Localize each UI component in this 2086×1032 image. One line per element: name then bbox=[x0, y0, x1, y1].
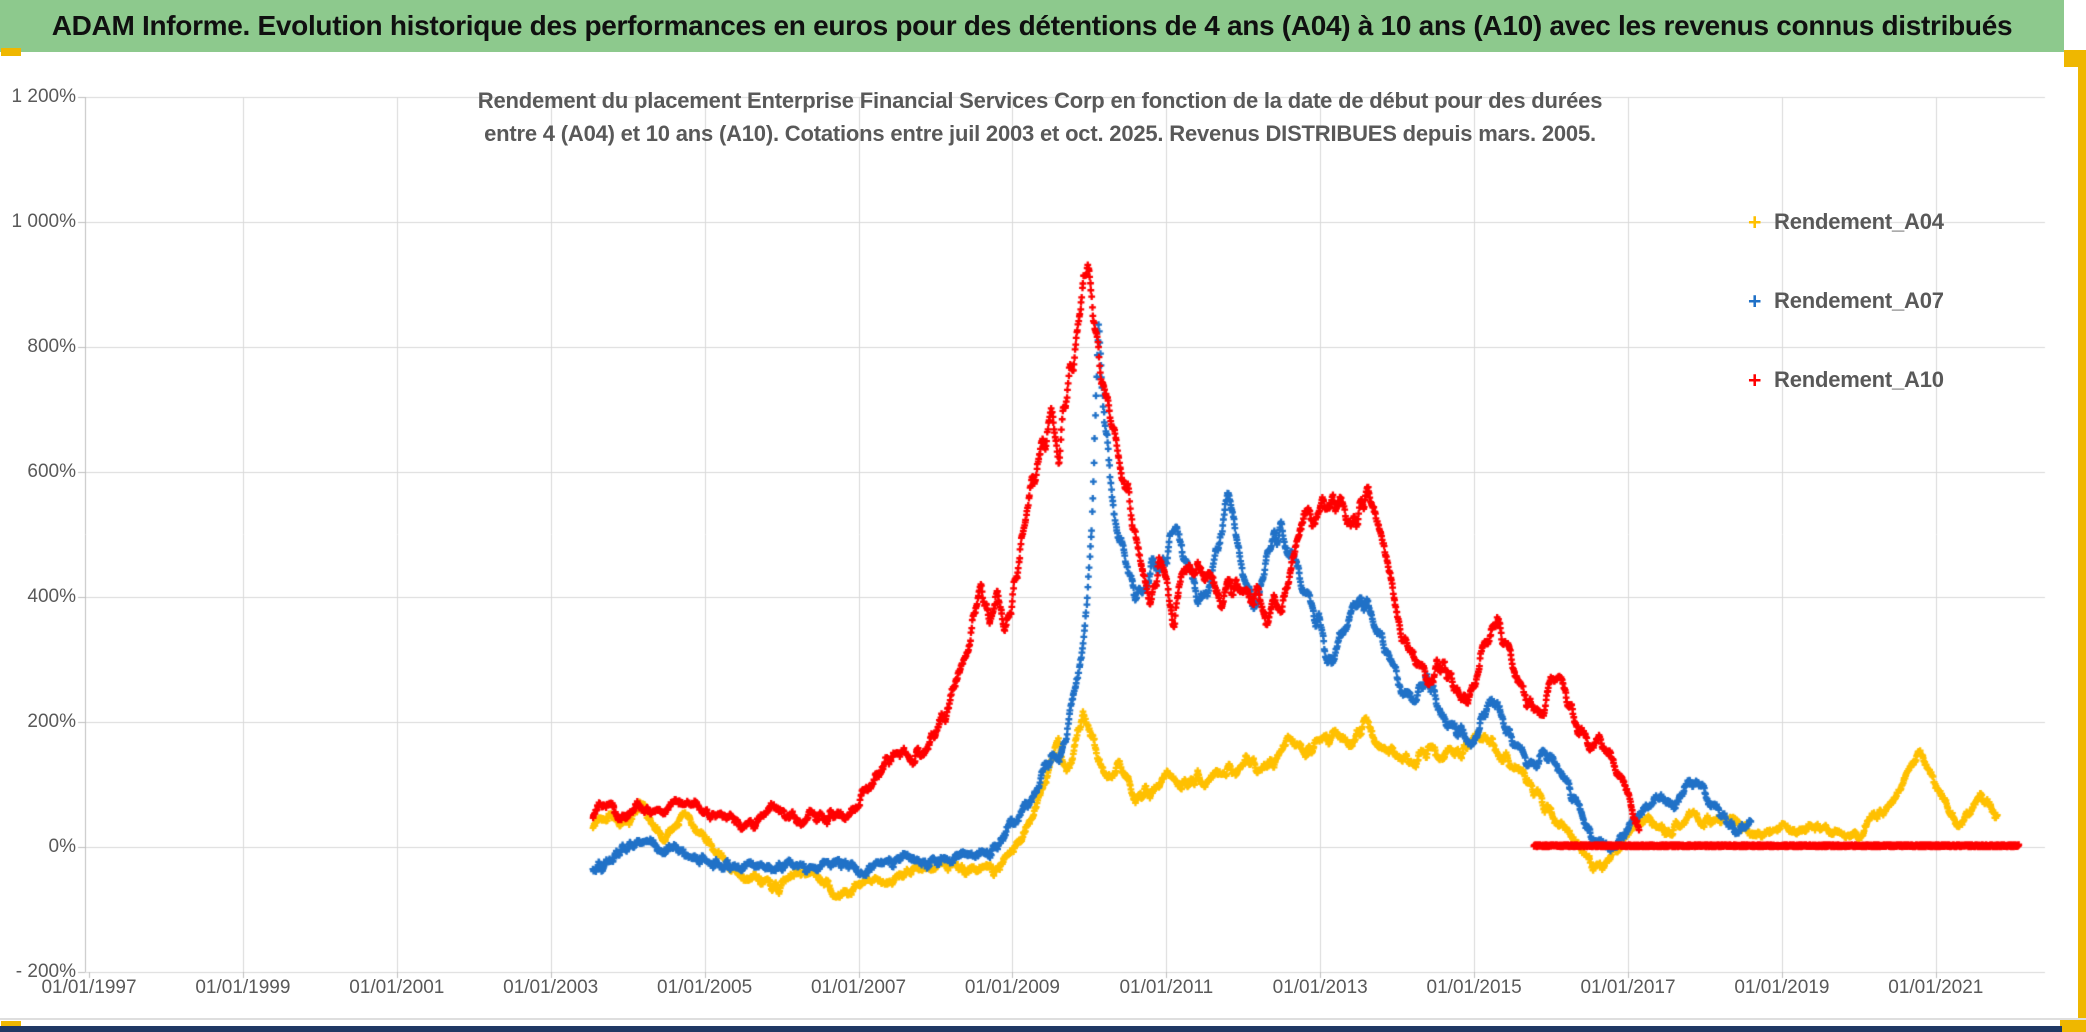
x-axis-label: 01/01/2003 bbox=[503, 977, 599, 998]
plus-marker-icon: + bbox=[1748, 209, 1762, 235]
legend-item-rendement-a04[interactable]: + Rendement_A04 bbox=[1748, 208, 1944, 236]
x-axis-label: 01/01/2021 bbox=[1888, 977, 1984, 998]
x-axis-label: 01/01/2017 bbox=[1580, 977, 1676, 998]
y-axis-label: 1 200% bbox=[11, 86, 76, 107]
x-axis-label: 01/01/2019 bbox=[1734, 977, 1830, 998]
legend-label: Rendement_A04 bbox=[1774, 209, 1944, 234]
x-axis-label: 01/01/2001 bbox=[349, 977, 445, 998]
legend-label: Rendement_A07 bbox=[1774, 288, 1944, 313]
x-axis-label: 01/01/2011 bbox=[1119, 977, 1214, 998]
x-axis-label: 01/01/2007 bbox=[810, 977, 907, 998]
y-axis-label: 0% bbox=[48, 836, 76, 857]
x-axis-label: 01/01/1997 bbox=[41, 977, 137, 998]
x-axis-label: 01/01/2005 bbox=[657, 977, 753, 998]
legend: + Rendement_A04 + Rendement_A07 + Rendem… bbox=[1748, 208, 1944, 445]
legend-item-rendement-a10[interactable]: + Rendement_A10 bbox=[1748, 366, 1944, 394]
y-axis-label: 1 000% bbox=[11, 211, 76, 232]
y-axis-label: 800% bbox=[27, 336, 76, 357]
chart-title-line2: entre 4 (A04) et 10 ans (A10). Cotations… bbox=[484, 121, 1596, 146]
plus-marker-icon: + bbox=[1748, 367, 1762, 393]
y-axis-label: - 200% bbox=[15, 961, 76, 982]
legend-item-rendement-a07[interactable]: + Rendement_A07 bbox=[1748, 287, 1944, 315]
y-axis-label: 600% bbox=[27, 461, 76, 482]
y-axis-label: 400% bbox=[27, 586, 76, 607]
x-axis-label: 01/01/2015 bbox=[1426, 977, 1522, 998]
x-axis-label: 01/01/1999 bbox=[195, 977, 291, 998]
x-axis-label: 01/01/2013 bbox=[1272, 977, 1368, 998]
y-axis-label: 200% bbox=[27, 711, 76, 732]
legend-label: Rendement_A10 bbox=[1774, 367, 1944, 392]
chart-title-line1: Rendement du placement Enterprise Financ… bbox=[477, 88, 1603, 113]
chart-title: Rendement du placement Enterprise Financ… bbox=[250, 84, 1830, 150]
x-axis-label: 01/01/2009 bbox=[964, 977, 1060, 998]
plus-marker-icon: + bbox=[1748, 288, 1762, 314]
